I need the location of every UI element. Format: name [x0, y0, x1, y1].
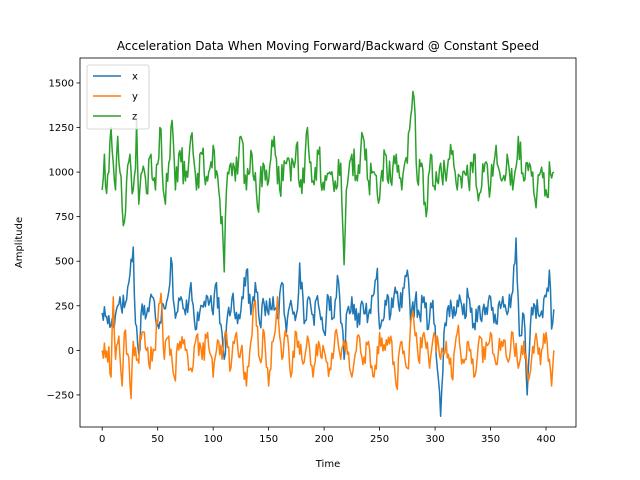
- x-axis-ticks: 0 50 100 150 200 250 300 350 400: [99, 427, 556, 445]
- legend-label-x: x: [132, 72, 138, 83]
- y-tick-label: 250: [55, 301, 74, 312]
- x-tick-label: 200: [315, 434, 334, 445]
- y-tick-label: 750: [55, 212, 74, 223]
- legend-label-y: y: [132, 92, 138, 103]
- chart-title: Acceleration Data When Moving Forward/Ba…: [117, 39, 539, 53]
- legend-box: [86, 64, 150, 130]
- series-line-z: [101, 90, 555, 273]
- x-tick-label: 0: [99, 434, 105, 445]
- y-tick-label: 0: [68, 346, 74, 357]
- series-line-y: [101, 292, 555, 400]
- y-tick-label: −250: [47, 390, 74, 401]
- y-axis-label: Amplitude: [14, 217, 25, 268]
- y-tick-label: 1500: [49, 78, 74, 89]
- plot-area: [79, 57, 577, 428]
- legend: xyz: [86, 64, 150, 130]
- x-tick-label: 100: [204, 434, 223, 445]
- y-tick-label: 1250: [49, 123, 74, 134]
- x-tick-label: 350: [481, 434, 500, 445]
- x-tick-label: 150: [259, 434, 278, 445]
- x-axis-label: Time: [315, 459, 340, 470]
- x-tick-label: 400: [536, 434, 555, 445]
- series-line-x: [101, 237, 555, 418]
- legend-label-z: z: [132, 112, 137, 123]
- x-tick-label: 300: [426, 434, 445, 445]
- x-tick-label: 250: [370, 434, 389, 445]
- axes-frame: [79, 57, 577, 428]
- x-tick-label: 50: [151, 434, 164, 445]
- y-axis-ticks: −250 0 250 500 750 1000 1250 1500: [47, 78, 80, 401]
- y-tick-label: 1000: [49, 168, 74, 179]
- y-tick-label: 500: [55, 257, 74, 268]
